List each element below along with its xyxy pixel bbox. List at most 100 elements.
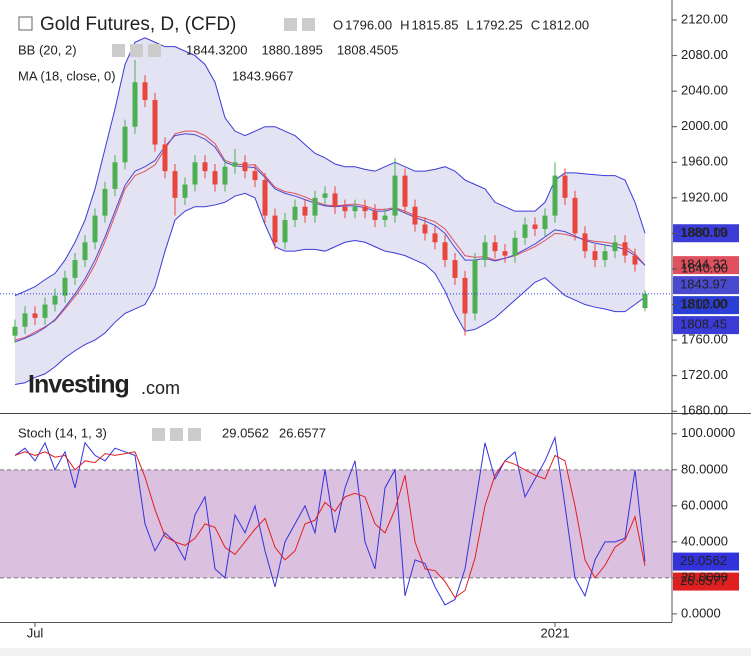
price-tag-label: 1812.00 [680, 297, 727, 312]
candle-body [382, 215, 388, 221]
indicator-line [14, 133, 646, 343]
candle-body [222, 166, 228, 185]
candle-body [32, 313, 38, 318]
candle-body [172, 171, 178, 198]
candle-body [252, 171, 258, 181]
eye-icon[interactable] [112, 44, 125, 57]
candle-body [632, 255, 638, 265]
price-tag-label: 1880.19 [680, 225, 727, 240]
price-tag-label: 26.6577 [680, 573, 727, 588]
candle-body [22, 313, 28, 327]
candle-body [82, 242, 88, 261]
price-tag [673, 552, 739, 571]
chart-title: Gold Futures, D, (CFD) [40, 14, 236, 35]
candle-body [622, 242, 628, 256]
candle-body [472, 260, 478, 314]
ohlc-value: 1792.25 [476, 17, 523, 32]
ohlc-key: C [531, 17, 540, 32]
overlay: 1880.19 1844.32 1843.97 1812.00 1808.45 29.05… [673, 224, 739, 591]
ohlc-value: 1796.00 [345, 17, 392, 32]
indicator-value: 1880.1895 [261, 42, 322, 57]
settings-icon[interactable] [170, 428, 183, 441]
candle-body [482, 242, 488, 261]
candle-body [112, 162, 118, 189]
price-tag [673, 256, 739, 275]
y-tick-label: 2120.00 [681, 11, 728, 26]
ohlc-key: O [333, 17, 343, 32]
candle-body [212, 171, 218, 185]
candle-body [92, 215, 98, 243]
indicator-value: 1843.9667 [232, 68, 293, 83]
candle-body [52, 295, 58, 305]
watermark-brand: Investing [28, 371, 129, 399]
candle-body [132, 82, 138, 127]
price-tag [673, 296, 739, 315]
settings-icon[interactable] [302, 18, 315, 31]
candle-body [162, 144, 168, 172]
y-tick-label: 100.0000 [681, 425, 735, 440]
candle-body [232, 162, 238, 167]
candle-body [42, 304, 48, 318]
ohlc-legend: O 1796.00 H 1815.85 L 1792.25 C 1812.00 [333, 17, 589, 32]
indicator-value: 1808.4505 [337, 42, 398, 57]
close-icon[interactable] [188, 428, 201, 441]
candle-body [342, 206, 348, 212]
candle-body [452, 260, 458, 278]
stoch-line [14, 451, 646, 599]
candle-body [412, 206, 418, 225]
price-tag-label: 1808.45 [680, 317, 727, 332]
y-tick-label: 1960.00 [681, 154, 728, 169]
ohlc-value: 1815.85 [412, 17, 459, 32]
y-tick-label: 1840.00 [681, 260, 728, 275]
band-fill [0, 469, 672, 578]
y-tick-label: 80.0000 [681, 461, 728, 476]
indicator-name: BB (20, 2) [18, 42, 77, 57]
eye-icon[interactable] [284, 18, 297, 31]
price-tag-label: 1843.97 [680, 277, 727, 292]
ohlc-key: L [467, 17, 474, 32]
candle-body [402, 175, 408, 207]
candle-body [72, 260, 78, 278]
candle-body [322, 193, 328, 198]
settings-icon[interactable] [130, 44, 143, 57]
close-icon[interactable] [148, 44, 161, 57]
candle-body [272, 215, 278, 243]
y-tick-label: 40.0000 [681, 533, 728, 548]
y-tick-label: 2040.00 [681, 83, 728, 98]
candle-body [312, 197, 318, 216]
candle-body [292, 206, 298, 221]
candle-body [282, 220, 288, 243]
eye-icon[interactable] [152, 428, 165, 441]
candle-body [462, 277, 468, 314]
candle-body [152, 100, 158, 145]
candle-body [392, 175, 398, 216]
candle-body [332, 193, 338, 207]
indicator-line [14, 130, 646, 341]
indicator-name: MA (18, close, 0) [18, 68, 116, 83]
candle-body [262, 180, 268, 216]
ohlc-value: 1812.00 [542, 17, 589, 32]
candle-body [492, 242, 498, 252]
candle-body [512, 237, 518, 256]
indicator-line [14, 192, 646, 386]
indicator-line [14, 37, 646, 297]
y-tick-label: 1720.00 [681, 367, 728, 382]
y-tick-label: 20.0000 [681, 569, 728, 584]
y-tick-label: 0.0000 [681, 605, 721, 620]
indicator-value: 29.0562 [222, 425, 269, 440]
candle-body [422, 224, 428, 234]
candle-body [302, 206, 308, 216]
symbol-icon[interactable] [18, 16, 33, 31]
y-tick-label: 1680.00 [681, 403, 728, 418]
candle-body [582, 233, 588, 252]
candle-body [532, 224, 538, 229]
candle-body [202, 162, 208, 172]
indicator-value: 1844.3200 [186, 42, 247, 57]
legend-icons[interactable] [112, 18, 315, 441]
candle-body [612, 242, 618, 252]
candle-body [592, 251, 598, 261]
price-tag [673, 276, 739, 295]
candle-body [552, 175, 558, 216]
y-tick-label: 2080.00 [681, 47, 728, 62]
